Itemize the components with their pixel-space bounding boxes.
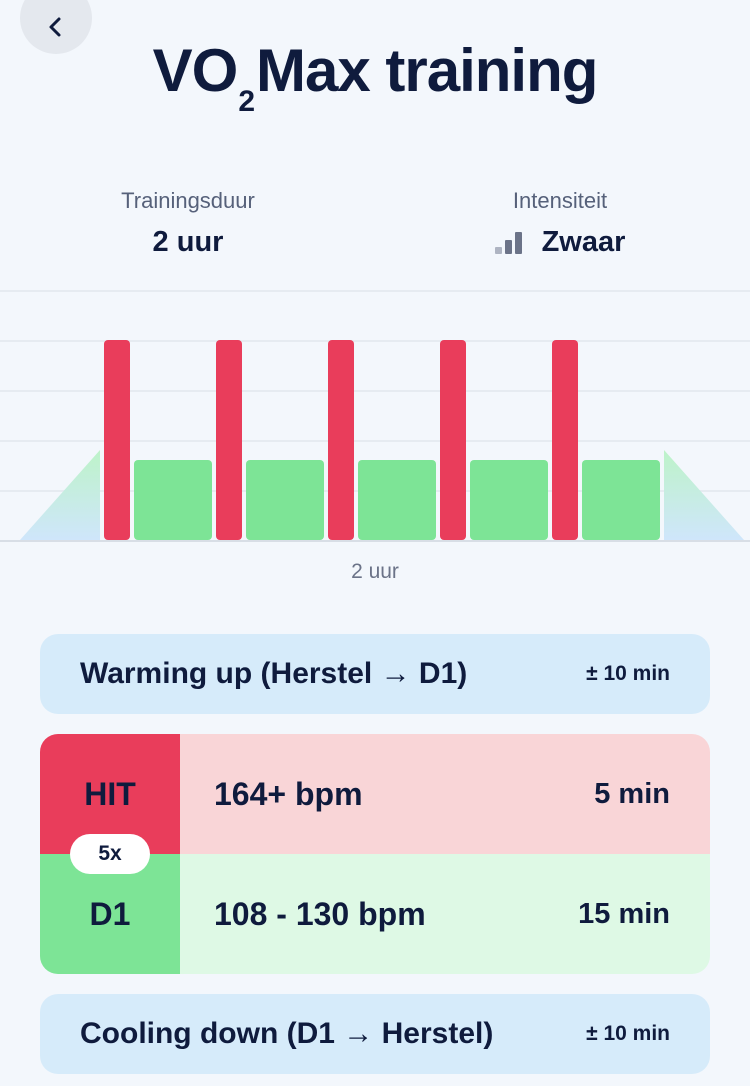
training-chart [0,290,750,542]
hit-bar [552,340,578,540]
zone-label-d1: D1 [40,854,180,974]
cooldown-title: Cooling down (D1 → Herstel) [80,1017,494,1050]
chart-bars [20,340,744,540]
d1-bar [582,460,660,540]
hit-bar [328,340,354,540]
interval-row-hit: HIT 164+ bpm 5 min [40,734,710,854]
cooldown-card[interactable]: Cooling down (D1 → Herstel) ± 10 min [40,994,710,1074]
warmup-time: ± 10 min [586,662,670,685]
interval-block[interactable]: HIT 164+ bpm 5 min D1 108 - 130 bpm 15 m… [40,734,710,974]
bpm-d1: 108 - 130 bpm [214,895,426,932]
hit-bar [440,340,466,540]
page-title: VO2Max training [152,37,599,118]
time-hit: 5 min [594,777,670,810]
signal-bars-icon [494,231,522,254]
hit-bar [216,340,242,540]
time-d1: 15 min [578,897,670,930]
intensity-value: Zwaar [541,226,626,258]
repeat-badge: 5x [70,834,150,874]
d1-bar [470,460,548,540]
d1-bar [134,460,212,540]
chart-x-label: 2 uur [351,560,399,583]
warmup-title: Warming up (Herstel → D1) [80,657,468,690]
duration-value: 2 uur [152,226,224,258]
interval-row-d1: D1 108 - 130 bpm 15 min [40,854,710,974]
d1-bar [358,460,436,540]
cooldown-time: ± 10 min [586,1022,670,1045]
title-subscript: 2 [238,85,255,118]
cooldown-ramp [664,450,744,540]
warmup-card[interactable]: Warming up (Herstel → D1) ± 10 min [40,634,710,714]
duration-label: Trainingsduur [121,188,255,213]
zone-label-hit: HIT [40,734,180,854]
chevron-left-icon [49,17,61,37]
intensity-stat: Intensiteit Zwaar [470,188,650,259]
bpm-hit: 164+ bpm [214,775,363,812]
duration-stat: Trainingsduur 2 uur [88,188,288,259]
intensity-label: Intensiteit [512,188,608,213]
warmup-ramp [20,450,100,540]
hit-bar [104,340,130,540]
d1-bar [246,460,324,540]
